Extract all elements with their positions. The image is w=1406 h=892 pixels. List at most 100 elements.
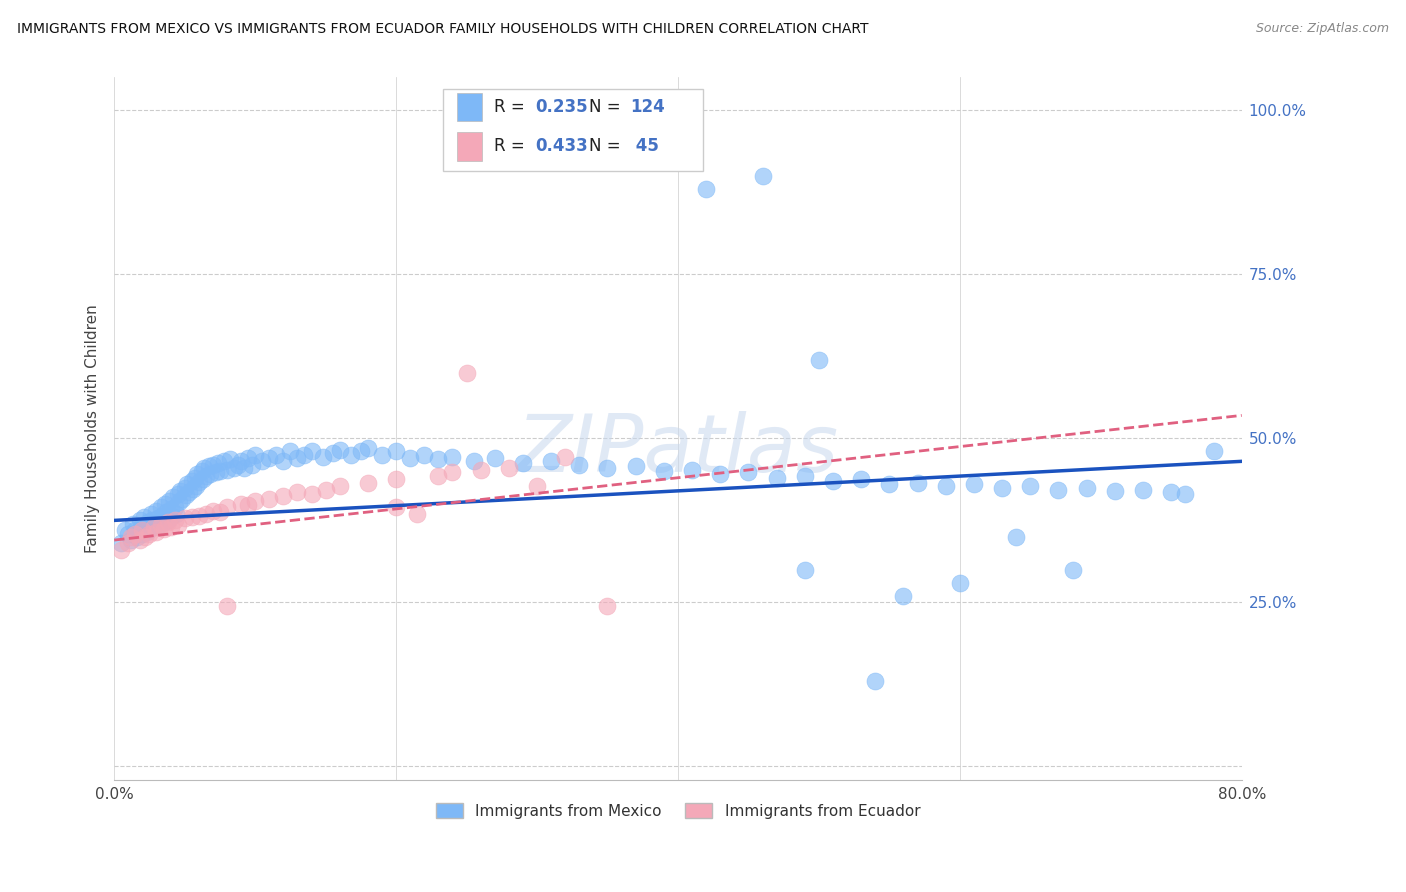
Point [357, 475, 380, 490]
Point [526, 478, 548, 492]
Text: 0.433: 0.433 [536, 137, 589, 155]
Point [167, 495, 190, 509]
Point [498, 461, 520, 475]
Point [257, 451, 280, 466]
Point [215, 599, 238, 613]
Point [174, 488, 197, 502]
Point [159, 501, 181, 516]
Point [765, 471, 787, 485]
Point [121, 516, 143, 531]
Point [181, 482, 204, 496]
Point [145, 503, 167, 517]
Point [193, 461, 215, 475]
Point [173, 511, 195, 525]
Point [1160, 485, 1182, 500]
Point [427, 452, 450, 467]
Point [709, 467, 731, 482]
Point [371, 448, 394, 462]
Point [110, 536, 132, 550]
Point [197, 458, 219, 473]
Point [568, 458, 591, 472]
Point [180, 474, 202, 488]
Point [1019, 479, 1042, 493]
Point [1062, 563, 1084, 577]
Point [145, 524, 167, 539]
Point [624, 458, 647, 473]
Point [1174, 487, 1197, 501]
Point [162, 491, 184, 505]
Point [170, 491, 193, 506]
Point [441, 450, 464, 464]
Point [413, 448, 436, 462]
Point [117, 526, 139, 541]
Point [226, 458, 249, 472]
Text: 124: 124 [630, 98, 665, 116]
Point [357, 441, 380, 455]
Text: ZIPatlas: ZIPatlas [517, 410, 839, 489]
Point [264, 448, 287, 462]
Point [117, 536, 139, 550]
Point [821, 474, 844, 488]
Point [139, 507, 162, 521]
Point [132, 510, 155, 524]
Point [273, 489, 295, 503]
Point [166, 518, 188, 533]
Point [280, 444, 302, 458]
Point [215, 463, 238, 477]
Text: Source: ZipAtlas.com: Source: ZipAtlas.com [1256, 22, 1389, 36]
Point [222, 461, 245, 475]
Text: R =: R = [494, 137, 530, 155]
Point [150, 508, 173, 523]
Point [427, 469, 450, 483]
Point [142, 520, 165, 534]
Point [129, 520, 152, 534]
Point [173, 481, 195, 495]
Point [152, 516, 174, 530]
Point [186, 467, 208, 482]
Point [340, 448, 363, 462]
Point [949, 575, 972, 590]
Point [138, 526, 160, 541]
Point [165, 508, 187, 522]
Point [110, 543, 132, 558]
Point [849, 472, 872, 486]
Point [350, 444, 373, 458]
Point [236, 498, 259, 512]
Point [128, 533, 150, 547]
Point [156, 516, 179, 530]
Point [907, 475, 929, 490]
Point [287, 451, 309, 466]
Point [124, 526, 146, 541]
Point [131, 523, 153, 537]
Point [737, 466, 759, 480]
Point [236, 451, 259, 466]
Point [169, 483, 191, 498]
Point [273, 454, 295, 468]
Text: 45: 45 [630, 137, 659, 155]
Point [893, 589, 915, 603]
Point [124, 523, 146, 537]
Point [152, 522, 174, 536]
Point [250, 454, 273, 468]
Text: R =: R = [494, 98, 530, 116]
Point [329, 478, 352, 492]
Point [142, 520, 165, 534]
Point [793, 469, 815, 483]
Point [159, 520, 181, 534]
Point [160, 509, 183, 524]
Point [441, 466, 464, 480]
Point [131, 526, 153, 541]
Point [156, 513, 179, 527]
Point [208, 505, 231, 519]
Point [1104, 483, 1126, 498]
Point [134, 530, 156, 544]
Point [695, 182, 717, 196]
Point [201, 503, 224, 517]
Legend: Immigrants from Mexico, Immigrants from Ecuador: Immigrants from Mexico, Immigrants from … [430, 797, 927, 824]
Point [1047, 483, 1070, 497]
Point [204, 466, 226, 480]
Point [148, 518, 170, 533]
Point [329, 443, 352, 458]
Point [301, 444, 323, 458]
Point [155, 505, 177, 519]
